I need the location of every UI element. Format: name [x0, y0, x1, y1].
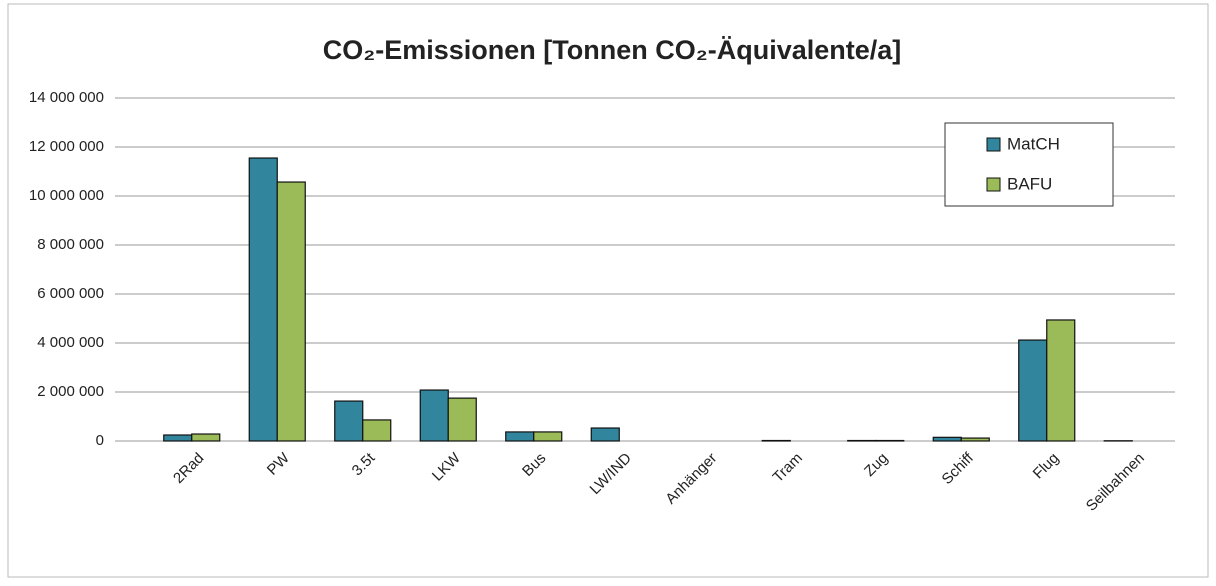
y-tick-label: 14 000 000	[29, 89, 104, 106]
bar	[506, 432, 534, 441]
y-tick-label: 8 000 000	[37, 236, 104, 253]
bar	[933, 437, 961, 441]
y-tick-label: 10 000 000	[29, 187, 104, 204]
bar	[534, 432, 562, 441]
y-tick-label: 2 000 000	[37, 383, 104, 400]
bar	[192, 434, 220, 441]
bar	[961, 438, 989, 441]
bar	[277, 182, 305, 441]
bar	[164, 435, 192, 441]
y-tick-label: 6 000 000	[37, 285, 104, 302]
bar	[448, 398, 476, 441]
y-tick-label: 4 000 000	[37, 334, 104, 351]
legend-label: MatCH	[1007, 134, 1060, 153]
bar	[363, 420, 391, 441]
y-tick-label: 0	[96, 432, 104, 449]
bar	[1019, 340, 1047, 441]
legend-swatch	[987, 138, 1000, 151]
y-tick-label: 12 000 000	[29, 138, 104, 155]
legend-label: BAFU	[1007, 174, 1052, 193]
chart-title: CO₂-Emissionen [Tonnen CO₂-Äquivalente/a…	[323, 35, 902, 65]
chart-frame	[8, 4, 1208, 577]
bar	[335, 401, 363, 441]
bar	[591, 428, 619, 441]
bar	[420, 390, 448, 441]
bar	[249, 158, 277, 441]
bar	[1047, 320, 1075, 441]
legend-swatch	[987, 178, 1000, 191]
